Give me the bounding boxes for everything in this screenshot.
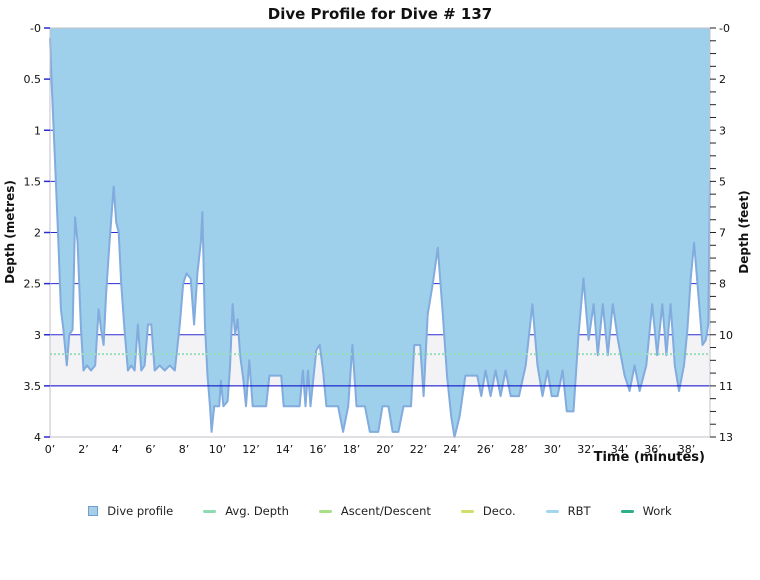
y-axis-label-metres: Depth (metres) <box>3 180 17 284</box>
legend-marker-icon <box>545 509 559 513</box>
dive-profile-area <box>50 28 710 437</box>
y-left-tick-label: -0 <box>30 22 41 35</box>
legend-label: Work <box>642 504 672 518</box>
legend-label: Deco. <box>482 504 516 518</box>
y-left-tick-label: 1 <box>34 124 41 137</box>
x-tick-label: 12’ <box>242 443 260 456</box>
y-right-tick-label: 5 <box>719 175 726 188</box>
x-tick-label: 38’ <box>678 443 696 456</box>
y-right-tick-label: 10 <box>719 329 733 342</box>
legend-item-avg-depth: Avg. Depth <box>203 504 289 518</box>
x-axis-label: Time (minutes) <box>593 450 705 465</box>
legend-marker-icon <box>318 509 332 513</box>
y-axis-label-feet: Depth (feet) <box>737 190 751 273</box>
legend-item-deco: Deco. <box>460 504 516 518</box>
legend-item-work: Work <box>620 504 672 518</box>
legend-marker-icon <box>203 509 217 513</box>
x-tick-label: 16’ <box>309 443 327 456</box>
y-right-tick-label: -0 <box>719 22 730 35</box>
x-tick-label: 20’ <box>376 443 394 456</box>
legend-label: Dive profile <box>107 504 174 518</box>
y-left-tick-label: 3.5 <box>24 380 42 393</box>
x-tick-label: 18’ <box>343 443 361 456</box>
x-tick-label: 26’ <box>477 443 495 456</box>
legend-item-rbt: RBT <box>545 504 591 518</box>
y-left-tick-label: 2 <box>34 227 41 240</box>
x-tick-label: 14’ <box>276 443 294 456</box>
y-right-tick-label: 11 <box>719 380 733 393</box>
legend-item-ascent-descent: Ascent/Descent <box>318 504 431 518</box>
x-tick-label: 4’ <box>112 443 123 456</box>
chart-title: Dive Profile for Dive # 137 <box>267 5 493 23</box>
legend-marker-icon <box>620 509 634 513</box>
chart-legend: Dive profile Avg. Depth Ascent/Descent Deco… <box>0 504 760 518</box>
y-right-tick-label: 7 <box>719 227 726 240</box>
y-right-tick-label: 13 <box>719 431 733 444</box>
legend-label: RBT <box>567 504 591 518</box>
x-tick-label: 36’ <box>644 443 662 456</box>
dive-profile-line <box>49 38 711 438</box>
y-left-tick-label: 0.5 <box>24 73 42 86</box>
legend-label: Avg. Depth <box>225 504 289 518</box>
x-tick-label: 2’ <box>78 443 89 456</box>
y-right-tick-label: 2 <box>719 73 726 86</box>
y-left-tick-label: 4 <box>34 431 41 444</box>
x-tick-label: 32’ <box>577 443 595 456</box>
y-right-tick-label: 3 <box>719 124 726 137</box>
x-tick-label: 24’ <box>443 443 461 456</box>
dive-profile-chart: -0 0.5 1 1.5 2 2.5 3 3.5 4 -0 2 3 5 7 8 10 11 13 0’ 2’ 4’ 6’ 8… <box>3 22 751 456</box>
x-tick-label: 8’ <box>179 443 190 456</box>
x-tick-label: 22’ <box>410 443 428 456</box>
x-tick-label: 28’ <box>510 443 528 456</box>
x-tick-label: 30’ <box>544 443 562 456</box>
legend-marker-icon <box>460 509 474 513</box>
x-tick-label: 34’ <box>611 443 629 456</box>
y-left-tick-label: 2.5 <box>24 278 42 291</box>
y-left-tick-label: 3 <box>34 329 41 342</box>
legend-marker-icon <box>88 506 99 516</box>
x-tick-label: 10’ <box>209 443 227 456</box>
y-right-tick-label: 8 <box>719 278 726 291</box>
legend-item-dive-profile: Dive profile <box>88 504 173 518</box>
x-tick-label: 0’ <box>45 443 56 456</box>
x-tick-label: 6’ <box>145 443 156 456</box>
y-left-tick-label: 1.5 <box>24 175 42 188</box>
legend-label: Ascent/Descent <box>340 504 431 518</box>
